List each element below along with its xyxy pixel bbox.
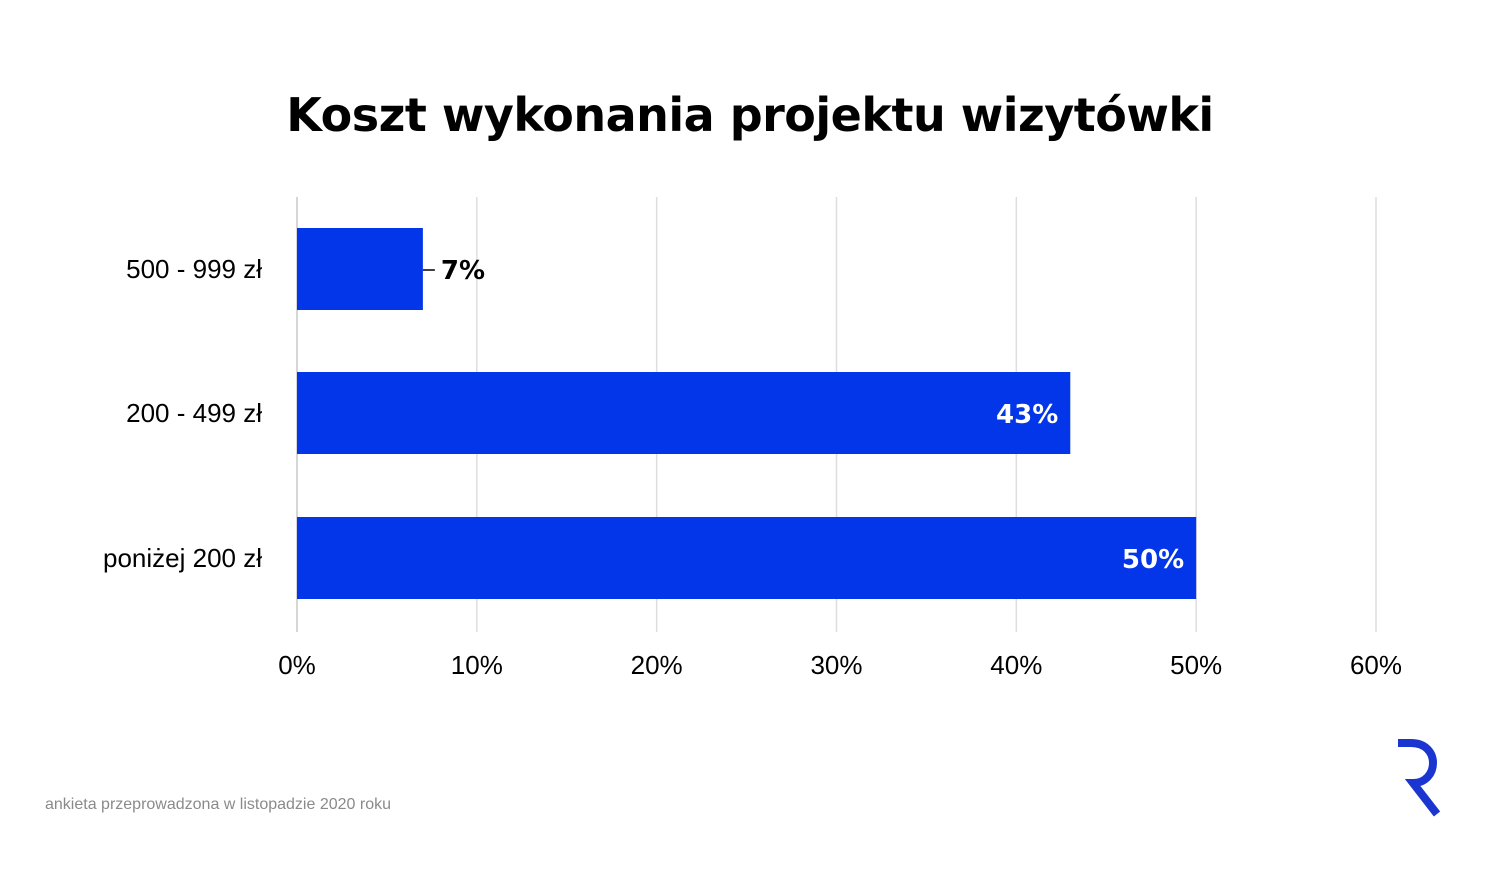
- x-tick-label: 10%: [451, 650, 503, 680]
- x-tick-label: 20%: [631, 650, 683, 680]
- data-label: 43%: [996, 400, 1058, 430]
- category-label: poniżej 200 zł: [103, 543, 262, 573]
- x-tick-label: 60%: [1350, 650, 1402, 680]
- x-tick-label: 50%: [1170, 650, 1222, 680]
- bar-chart: 0% 10% 20% 30% 40% 50% 60% 500 - 999 zł 7% 200 - …: [103, 197, 1402, 680]
- x-tick-label: 40%: [990, 650, 1042, 680]
- x-tick-label: 30%: [810, 650, 862, 680]
- category-label: 200 - 499 zł: [126, 398, 262, 428]
- bar: [297, 372, 1071, 454]
- data-label: 7%: [441, 256, 485, 286]
- data-label: 50%: [1122, 545, 1184, 575]
- bar: [297, 228, 423, 310]
- x-tick-label: 0%: [278, 650, 316, 680]
- category-label: 500 - 999 zł: [126, 254, 262, 284]
- bar: [297, 517, 1197, 599]
- r-logo-icon: [1398, 739, 1441, 817]
- footer-note: ankieta przeprowadzona w listopadzie 202…: [45, 796, 391, 813]
- chart-title: Koszt wykonania projektu wizytówki: [286, 88, 1214, 142]
